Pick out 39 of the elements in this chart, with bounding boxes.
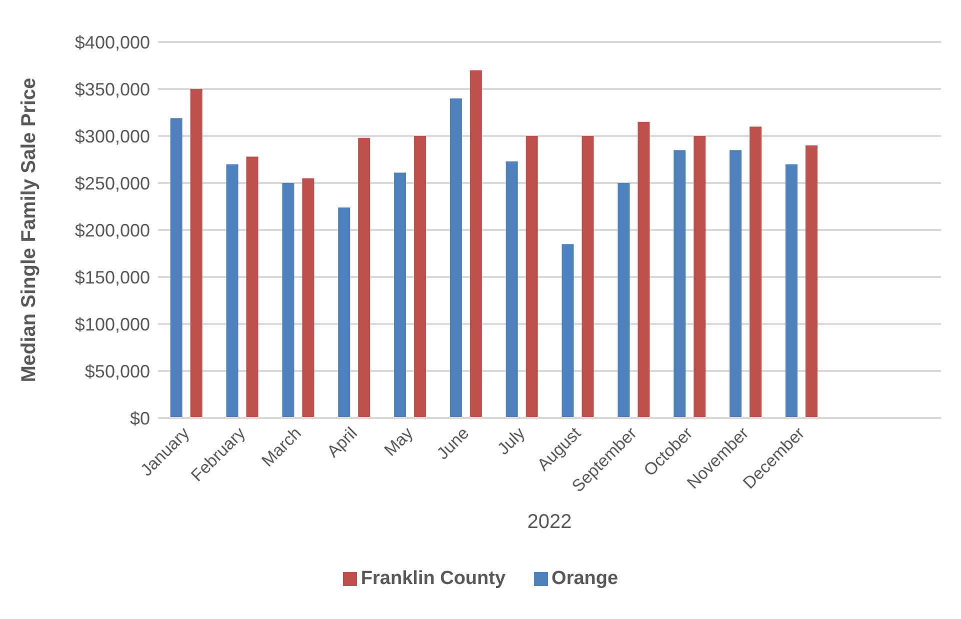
bar bbox=[638, 122, 650, 418]
y-tick-label: $150,000 bbox=[74, 267, 150, 288]
bar bbox=[170, 118, 182, 418]
bar bbox=[282, 183, 294, 418]
y-axis-title: Median Single Family Sale Price bbox=[18, 78, 40, 382]
bar bbox=[470, 70, 482, 418]
legend-label: Orange bbox=[552, 568, 618, 589]
bar bbox=[246, 156, 258, 418]
x-axis-title: 2022 bbox=[527, 511, 572, 533]
y-tick-label: $100,000 bbox=[74, 314, 150, 334]
x-tick-label: July bbox=[494, 423, 529, 458]
y-tick-label: $200,000 bbox=[74, 220, 150, 240]
bar bbox=[694, 136, 706, 418]
bar bbox=[674, 150, 686, 418]
bar bbox=[338, 207, 350, 418]
bar bbox=[786, 164, 798, 418]
bar bbox=[562, 244, 574, 418]
y-tick-label: $350,000 bbox=[74, 79, 150, 100]
bar bbox=[618, 183, 630, 418]
bar bbox=[730, 150, 742, 418]
bar bbox=[302, 178, 314, 418]
bar bbox=[414, 136, 426, 418]
bar bbox=[582, 136, 594, 418]
bar bbox=[750, 126, 762, 418]
y-tick-label: $0 bbox=[130, 408, 150, 428]
bar bbox=[358, 138, 370, 418]
y-tick-label: $300,000 bbox=[74, 126, 150, 146]
legend-label: Franklin County bbox=[360, 568, 506, 589]
bar bbox=[450, 98, 462, 418]
bar bbox=[526, 136, 538, 418]
y-tick-label: $250,000 bbox=[74, 173, 150, 194]
bar bbox=[394, 172, 406, 418]
y-tick-label: $50,000 bbox=[84, 361, 150, 382]
y-tick-label: $400,000 bbox=[74, 32, 150, 52]
bar bbox=[190, 89, 202, 418]
bar bbox=[506, 161, 518, 418]
x-tick-label: May bbox=[380, 423, 418, 460]
bar bbox=[226, 164, 238, 418]
bar bbox=[806, 145, 818, 418]
